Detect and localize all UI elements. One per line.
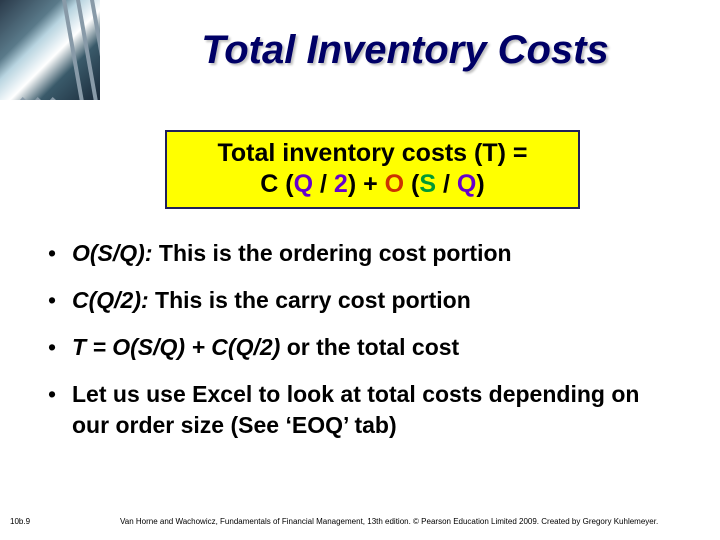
bullet-text: T = O(S/Q) + C(Q/2) or the total cost bbox=[72, 332, 680, 363]
bullet-text: Let us use Excel to look at total costs … bbox=[72, 379, 680, 441]
bullet-rest: This is the carry cost portion bbox=[149, 287, 471, 313]
f-q2: Q bbox=[457, 170, 476, 198]
bullet-dot: • bbox=[48, 285, 72, 316]
bullet-dot: • bbox=[48, 238, 72, 269]
slide: Total Inventory Costs Total inventory co… bbox=[0, 0, 720, 540]
bullet-list: • O(S/Q): This is the ordering cost port… bbox=[48, 238, 680, 457]
bullet-em: C(Q/2): bbox=[72, 287, 149, 313]
bullet-text: C(Q/2): This is the carry cost portion bbox=[72, 285, 680, 316]
f-q1: Q bbox=[294, 170, 313, 198]
footer-attribution: Van Horne and Wachowicz, Fundamentals of… bbox=[120, 517, 700, 526]
f-s: S bbox=[419, 170, 436, 198]
bullet-rest: This is the ordering cost portion bbox=[153, 240, 512, 266]
bullet-item-3: • T = O(S/Q) + C(Q/2) or the total cost bbox=[48, 332, 680, 363]
f-p4: ( bbox=[404, 170, 419, 198]
f-p1: C ( bbox=[260, 170, 293, 198]
bullet-item-1: • O(S/Q): This is the ordering cost port… bbox=[48, 238, 680, 269]
page-number: 10b.9 bbox=[10, 517, 30, 526]
bullet-rest: Let us use Excel to look at total costs … bbox=[72, 381, 639, 438]
f-two: 2 bbox=[334, 170, 348, 198]
formula-line2: C (Q / 2) + O (S / Q) bbox=[260, 170, 484, 198]
formula-line1: Total inventory costs (T) = bbox=[218, 139, 528, 167]
bullet-dot: • bbox=[48, 332, 72, 363]
f-o: O bbox=[385, 170, 404, 198]
corner-building-image bbox=[0, 0, 100, 100]
f-p3: ) + bbox=[348, 170, 385, 198]
bullet-em: T = O(S/Q) + C(Q/2) bbox=[72, 334, 280, 360]
bullet-rest: or the total cost bbox=[280, 334, 459, 360]
bullet-item-2: • C(Q/2): This is the carry cost portion bbox=[48, 285, 680, 316]
f-p5: / bbox=[436, 170, 457, 198]
bullet-item-4: • Let us use Excel to look at total cost… bbox=[48, 379, 680, 441]
bullet-text: O(S/Q): This is the ordering cost portio… bbox=[72, 238, 680, 269]
bullet-em: O(S/Q): bbox=[72, 240, 153, 266]
f-p6: ) bbox=[476, 170, 484, 198]
f-p2: / bbox=[313, 170, 334, 198]
formula-box: Total inventory costs (T) = C (Q / 2) + … bbox=[165, 130, 580, 209]
bullet-dot: • bbox=[48, 379, 72, 410]
page-title: Total Inventory Costs bbox=[110, 28, 700, 73]
